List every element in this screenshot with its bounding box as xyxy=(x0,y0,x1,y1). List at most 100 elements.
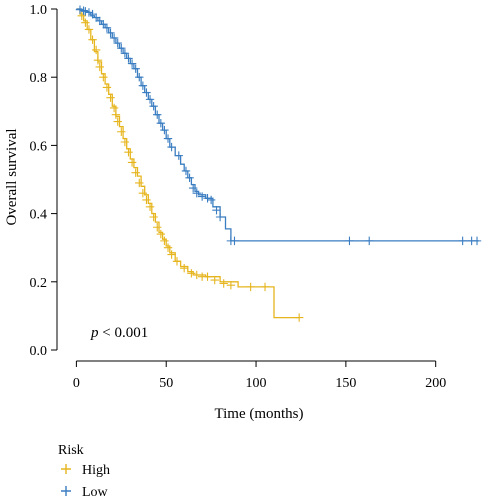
x-axis-title: Time (months) xyxy=(214,406,303,422)
censor-mark-high xyxy=(203,272,212,281)
censor-mark-high xyxy=(135,178,144,188)
axes: 0 50 100 150 200 0.0 0.2 0.4 0.6 0.8 1.0 xyxy=(30,3,447,391)
y-tick-label: 0.6 xyxy=(30,139,48,154)
censor-mark-high xyxy=(81,18,90,27)
censor-mark-low xyxy=(99,20,108,29)
censor-mark-high xyxy=(124,148,133,157)
censor-mark-low xyxy=(188,183,198,193)
y-tick-label: 0.0 xyxy=(30,344,48,359)
legend: Risk High Low xyxy=(58,443,110,500)
censor-mark-high xyxy=(93,55,103,65)
censor-mark-high xyxy=(120,137,130,147)
censor-mark-low xyxy=(153,110,162,119)
legend-item-low: Low xyxy=(61,485,109,500)
censor-mark-high xyxy=(142,195,151,205)
censor-mark-high xyxy=(117,127,126,136)
censor-mark-low xyxy=(102,23,112,32)
censor-mark-high xyxy=(163,243,173,252)
censor-mark-high xyxy=(219,279,228,288)
legend-title: Risk xyxy=(58,443,84,458)
censor-mark-low xyxy=(167,142,176,152)
x-tick-label: 150 xyxy=(335,376,356,391)
censor-mark-low xyxy=(197,192,207,201)
censor-mark-high xyxy=(156,229,166,239)
censor-mark-low xyxy=(160,125,169,135)
censor-mark-high xyxy=(88,35,97,44)
censor-mark-high xyxy=(131,168,140,177)
censor-mark-high xyxy=(192,270,201,280)
censor-mark-high xyxy=(99,73,108,82)
censor-mark-low xyxy=(206,195,216,205)
censor-mark-low xyxy=(91,13,101,22)
legend-label-high: High xyxy=(82,463,110,478)
censor-mark-high xyxy=(113,117,122,126)
censor-mark-low xyxy=(124,54,133,63)
censor-mark-low xyxy=(120,49,130,58)
legend-item-high: High xyxy=(61,463,110,478)
censor-mark-high xyxy=(95,62,104,72)
survival-curve-low xyxy=(76,8,479,242)
censor-mark-high xyxy=(153,223,162,232)
legend-plus-high xyxy=(61,464,71,474)
censor-mark-low xyxy=(135,73,144,82)
censor-mark-low xyxy=(203,194,212,203)
censor-mark-low xyxy=(472,236,482,246)
censor-mark-high xyxy=(160,236,169,246)
censor-mark-low xyxy=(95,16,104,26)
censor-mark-low xyxy=(192,188,201,198)
x-tick-label: 50 xyxy=(159,376,173,391)
y-tick-label: 0.2 xyxy=(30,276,48,291)
censor-mark-high xyxy=(246,282,255,292)
censor-mark-low xyxy=(131,64,140,73)
p-symbol: p xyxy=(90,325,99,341)
censor-mark-low xyxy=(81,7,90,16)
censor-mark-high xyxy=(187,269,196,278)
legend-plus-low xyxy=(61,486,71,496)
censor-mark-low xyxy=(215,212,225,222)
censor-mark-low xyxy=(145,95,155,104)
censor-mark-low xyxy=(181,166,191,176)
censor-mark-low xyxy=(156,119,166,128)
censor-mark-high xyxy=(149,212,158,222)
censor-mark-low xyxy=(106,28,115,38)
censor-mark-high xyxy=(179,263,189,273)
censor-mark-high xyxy=(167,250,176,259)
censor-mark-high xyxy=(260,282,270,292)
censor-mark-low xyxy=(127,59,137,68)
x-tick-label: 0 xyxy=(73,376,80,391)
censor-mark-low xyxy=(88,9,97,19)
censor-mark-high xyxy=(109,103,119,113)
censor-mark-low xyxy=(230,236,239,246)
y-axis-title: Overall survival xyxy=(4,128,20,225)
legend-marker-high xyxy=(61,464,71,474)
x-tick-label: 200 xyxy=(425,376,446,391)
y-tick-label: 0.8 xyxy=(30,71,48,86)
censor-mark-low xyxy=(163,134,173,143)
censor-mark-low xyxy=(113,38,122,48)
p-value-annotation: p < 0.001 xyxy=(90,325,148,341)
censor-mark-high xyxy=(84,25,94,34)
censor-mark-high xyxy=(111,110,121,119)
censor-mark-low xyxy=(365,236,374,246)
legend-label-low: Low xyxy=(82,485,109,500)
censor-mark-high xyxy=(172,257,182,266)
legend-marker-low xyxy=(61,486,71,496)
y-tick-label: 1.0 xyxy=(30,3,48,18)
censor-mark-high xyxy=(226,281,236,290)
censor-mark-high xyxy=(138,188,148,198)
censor-mark-low xyxy=(142,88,151,97)
censor-mark-low xyxy=(212,205,221,215)
censor-mark-low xyxy=(345,236,354,246)
censor-mark-high xyxy=(145,202,155,211)
censor-mark-low xyxy=(109,33,119,43)
censor-mark-high xyxy=(294,313,304,322)
censor-mark-low xyxy=(75,5,85,14)
censor-mark-low xyxy=(149,101,158,111)
x-tick-label: 100 xyxy=(246,376,267,391)
censor-mark-high xyxy=(91,45,101,55)
censor-mark-high xyxy=(102,83,112,92)
censor-mark-high xyxy=(77,11,86,21)
censor-mark-low xyxy=(117,44,126,53)
censor-mark-low xyxy=(174,151,183,160)
